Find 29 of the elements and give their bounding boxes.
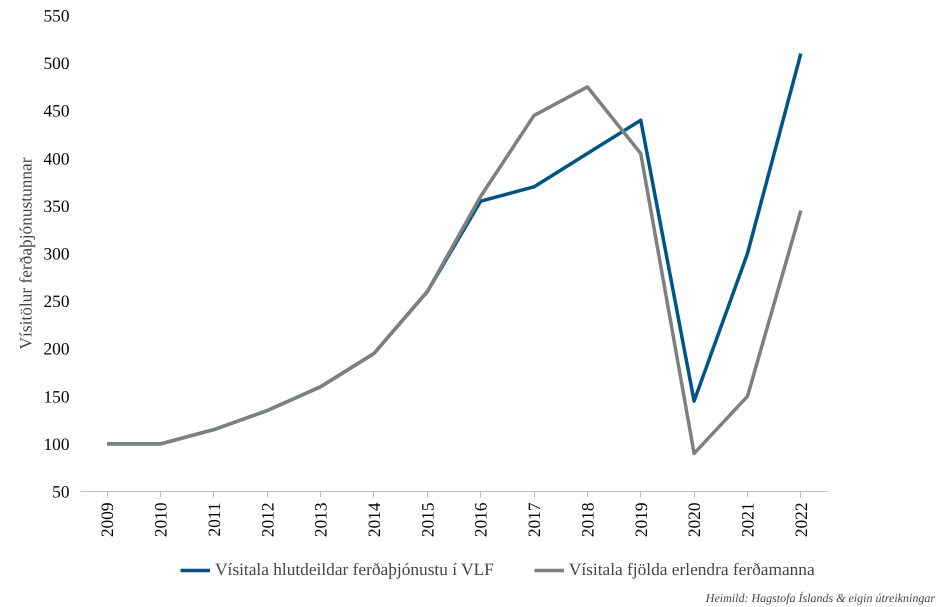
x-tick-label: 2019	[632, 502, 651, 538]
x-tick-label: 2012	[258, 502, 278, 538]
x-tick-label: 2020	[685, 502, 704, 538]
y-tick-label: 100	[44, 434, 70, 454]
legend-label: Vísitala hlutdeildar ferðaþjónustu í VLF	[215, 560, 494, 580]
y-tick-label: 500	[44, 54, 70, 74]
x-tick-label: 2010	[152, 502, 171, 538]
y-tick-label: 350	[44, 196, 70, 216]
text: Heimild: Hagstofa Íslands & eigin útreikningar	[706, 590, 935, 607]
x-tick-label: 2022	[792, 502, 811, 538]
y-axis-title: Vísitölur ferðaþjónustunnar	[16, 157, 36, 350]
y-tick-label: 550	[44, 6, 70, 26]
y-tick-label: 200	[44, 340, 70, 359]
x-tick-label: 2021	[738, 502, 758, 538]
x-tick-label: 2017	[525, 502, 544, 538]
x-tick-label: 2015	[418, 502, 438, 538]
y-tick-label: 50	[52, 482, 70, 502]
legend-label: Vísitala fjölda erlendra ferðamanna	[568, 560, 815, 580]
x-tick-label: 2011	[204, 502, 224, 537]
y-tick-label: 250	[44, 292, 70, 312]
x-tick-label: 2013	[312, 502, 331, 538]
x-tick-label: 2014	[364, 502, 384, 538]
y-tick-label: 400	[44, 149, 70, 168]
y-tick-label: 450	[44, 102, 70, 121]
y-tick-label: 300	[44, 244, 70, 264]
x-tick-label: 2016	[472, 502, 491, 538]
x-tick-label: 2018	[578, 502, 598, 538]
x-tick-label: 2009	[98, 502, 118, 538]
y-tick-label: 150	[44, 387, 70, 406]
